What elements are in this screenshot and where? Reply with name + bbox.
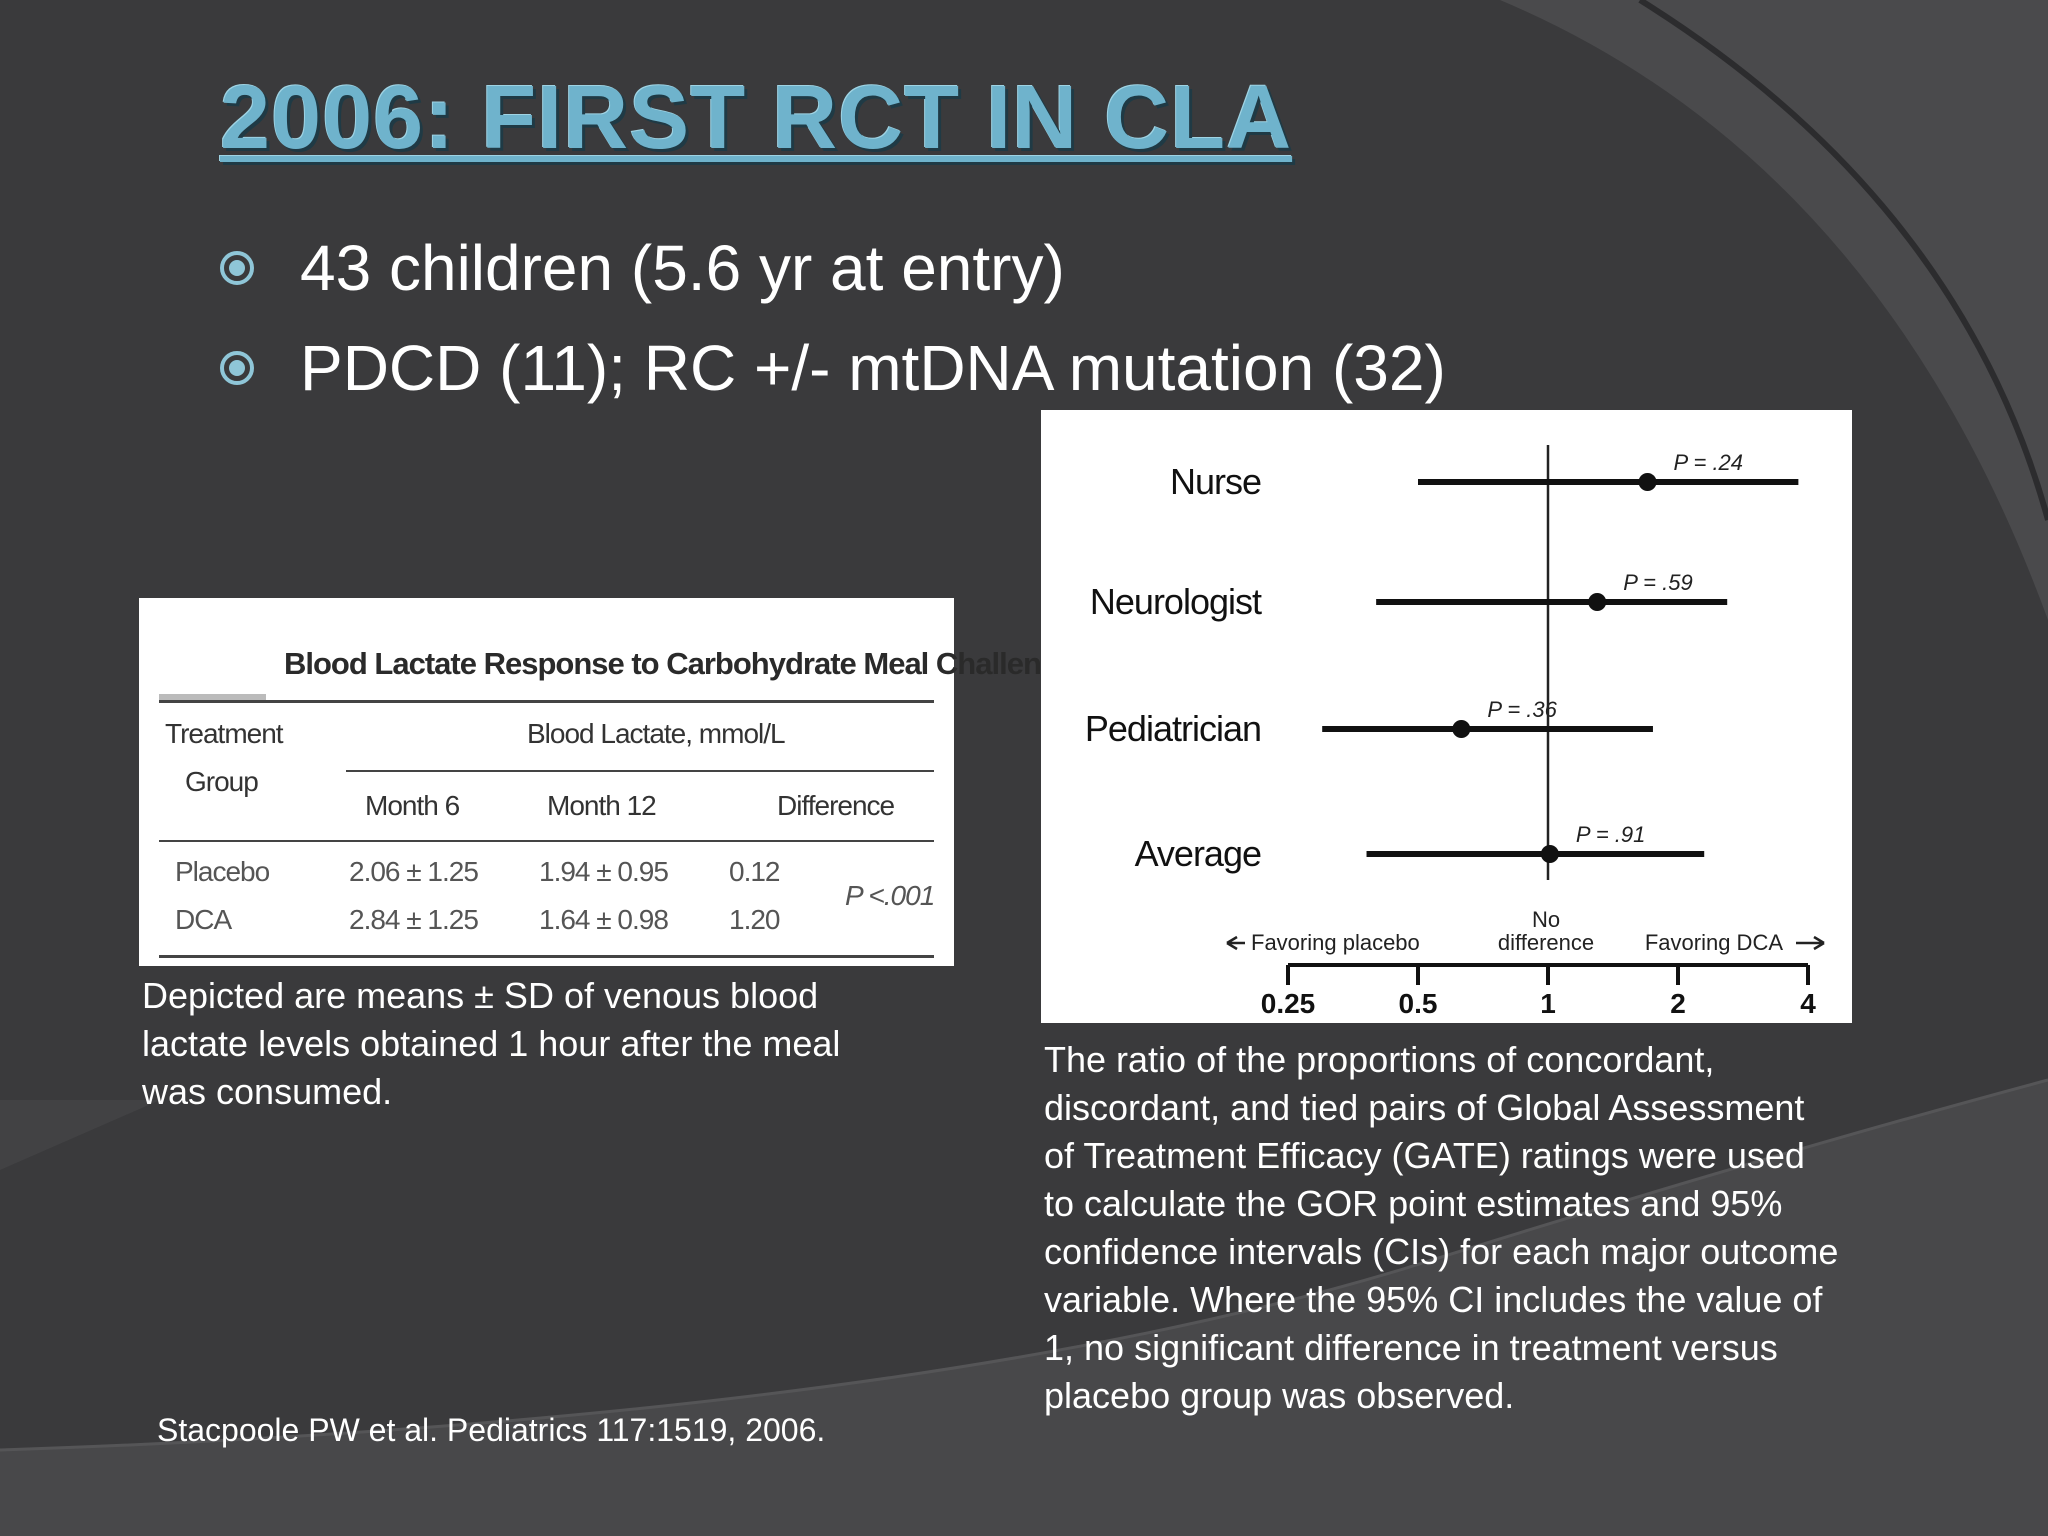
x-tick-label: 0.25: [1261, 988, 1316, 1019]
bullet-list: 43 children (5.6 yr at entry) PDCD (11);…: [220, 218, 1446, 418]
table-cell: 1.94 ± 0.95: [539, 856, 669, 887]
table-caption: Depicted are means ± SD of venous blood …: [142, 975, 841, 1112]
no-difference-label: difference: [1498, 930, 1594, 955]
favoring-placebo-label: Favoring placebo: [1251, 930, 1420, 955]
column-header: Month 6: [365, 790, 460, 821]
x-tick-label: 1: [1540, 988, 1556, 1019]
group-header: Blood Lactate, mmol/L: [527, 718, 786, 749]
circle-bullet-icon: [220, 251, 254, 285]
point-estimate: [1540, 845, 1559, 863]
table-cell: 0.12: [729, 856, 780, 887]
p-value: P <.001: [845, 880, 935, 911]
favoring-dca-label: Favoring DCA: [1645, 930, 1783, 955]
row-label: Pediatrician: [1085, 708, 1261, 749]
x-tick-label: 2: [1670, 988, 1686, 1019]
point-estimate: [1588, 593, 1607, 611]
row-label: Average: [1135, 833, 1261, 874]
bullet-text: PDCD (11); RC +/- mtDNA mutation (32): [300, 332, 1446, 404]
arrow-left-icon: [1226, 935, 1245, 951]
p-value-label: P = .59: [1623, 570, 1693, 595]
table-cell: 1.20: [729, 904, 780, 935]
p-value-label: P = .24: [1674, 450, 1744, 475]
table-cell: DCA: [175, 904, 232, 935]
x-tick-label: 0.5: [1399, 988, 1438, 1019]
bullet-item: PDCD (11); RC +/- mtDNA mutation (32): [220, 318, 1446, 418]
row-label: Neurologist: [1090, 581, 1262, 622]
row-label: Nurse: [1170, 461, 1261, 502]
point-estimate: [1638, 473, 1657, 491]
chart-caption: The ratio of the proportions of concorda…: [1044, 1039, 1839, 1416]
bullet-text: 43 children (5.6 yr at entry): [300, 232, 1065, 304]
row-header: Group: [185, 766, 259, 797]
point-estimate: [1452, 720, 1471, 738]
table-cell: 2.06 ± 1.25: [349, 856, 479, 887]
table-cell: Placebo: [175, 856, 270, 887]
circle-bullet-icon: [220, 351, 254, 385]
table-title: Blood Lactate Response to Carbohydrate M…: [284, 646, 1076, 681]
slide-title: 2006: FIRST RCT IN CLA: [220, 68, 1293, 168]
arrow-right-icon: [1796, 935, 1825, 951]
bullet-item: 43 children (5.6 yr at entry): [220, 218, 1446, 318]
no-difference-label: No: [1532, 907, 1560, 932]
table-cell: 2.84 ± 1.25: [349, 904, 479, 935]
column-header: Month 12: [547, 790, 657, 821]
forest-plot: Nurse P = .24 Neurologist P = .59 Pediatrici…: [1041, 410, 1852, 1023]
column-header: Difference: [777, 790, 895, 821]
table-cell: 1.64 ± 0.98: [539, 904, 669, 935]
p-value-label: P = .91: [1576, 822, 1646, 847]
p-value-label: P = .36: [1487, 697, 1557, 722]
row-header: Treatment: [165, 718, 284, 749]
x-tick-label: 4: [1800, 988, 1816, 1019]
citation: Stacpoole PW et al. Pediatrics 117:1519,…: [157, 1412, 826, 1448]
forest-plot-svg: Nurse P = .24 Neurologist P = .59 Pediatrici…: [1085, 445, 1825, 1019]
lactate-table: Blood Lactate Response to Carbohydrate M…: [139, 598, 1076, 966]
